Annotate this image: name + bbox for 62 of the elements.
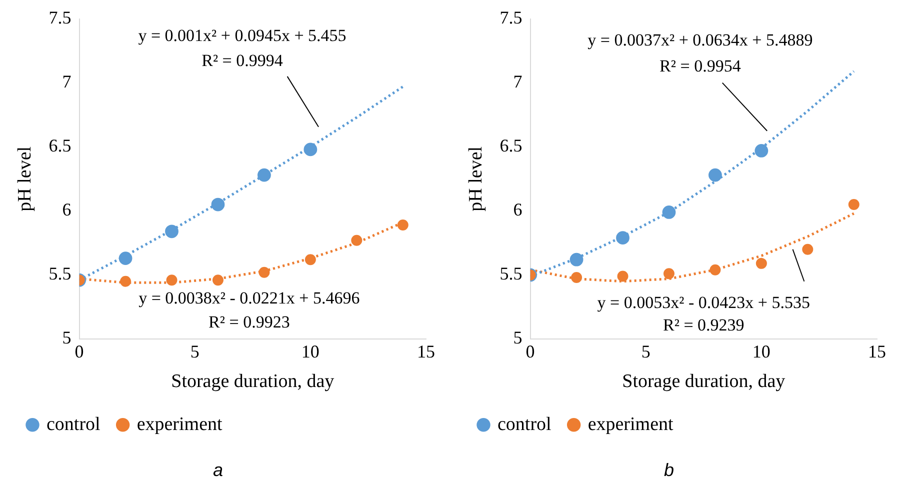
y-tick-label: 6 — [513, 200, 522, 220]
point — [120, 276, 132, 287]
y-axis-title: pH level — [14, 146, 36, 212]
annotation: y = 0.001x² + 0.0945x + 5.455 — [138, 26, 346, 46]
point — [848, 199, 860, 210]
y-tick-label: 7 — [513, 72, 522, 92]
point — [708, 168, 722, 182]
y-tick-label: 7 — [62, 72, 72, 92]
annotation: y = 0.0037x² + 0.0634x + 5.4889 — [588, 30, 813, 50]
x-tick-label: 15 — [868, 342, 886, 362]
point — [662, 206, 676, 219]
text: a — [212, 460, 224, 480]
annotation: R² = 0.9994 — [202, 51, 284, 70]
x-tick-label: 15 — [417, 342, 435, 362]
point — [616, 231, 630, 245]
x-tick-label: 0 — [74, 342, 84, 362]
point — [212, 274, 224, 286]
text: b — [664, 460, 674, 480]
annotation: y = 0.0038x² - 0.0221x + 5.4696 — [138, 288, 360, 308]
point — [710, 264, 721, 276]
point — [802, 244, 814, 255]
point — [304, 254, 316, 266]
x-tick-label: 10 — [752, 342, 770, 362]
point — [258, 266, 270, 278]
y-tick-label: 5.5 — [48, 264, 72, 284]
legend-label: control — [46, 414, 100, 435]
legend-label: experiment — [136, 414, 223, 435]
annotation: R² = 0.9923 — [208, 312, 290, 332]
y-tick-label: 6.5 — [48, 136, 72, 156]
y-tick-label: 5 — [62, 328, 72, 348]
x-tick-label: 10 — [301, 342, 320, 362]
point — [165, 224, 178, 238]
point — [351, 234, 362, 246]
x-axis-title: Storage duration, day — [622, 370, 786, 392]
y-tick-label: 5.5 — [500, 264, 522, 284]
x-tick-label: 5 — [641, 342, 650, 362]
x-tick-label: 0 — [526, 342, 535, 362]
point — [571, 272, 582, 284]
point — [166, 274, 178, 286]
point — [756, 258, 767, 269]
legend-label: experiment — [588, 414, 674, 435]
y-tick-label: 6.5 — [500, 136, 522, 156]
legend-label: control — [498, 414, 552, 435]
annotation: R² = 0.9239 — [663, 316, 744, 335]
point — [118, 252, 132, 266]
y-tick-label: 5 — [513, 328, 522, 348]
y-tick-label: 6 — [62, 200, 72, 220]
point — [663, 268, 674, 280]
point — [570, 252, 584, 266]
point — [258, 168, 271, 182]
x-axis-title: Storage duration, day — [171, 370, 335, 392]
point — [754, 144, 768, 158]
annotation: R² = 0.9954 — [660, 56, 742, 76]
x-tick-label: 5 — [190, 342, 200, 362]
point — [211, 198, 225, 212]
y-tick-label: 7.5 — [48, 8, 72, 28]
annotation: y = 0.0053x² - 0.0423x + 5.535 — [597, 293, 810, 312]
point — [397, 220, 408, 231]
y-tick-label: 7.5 — [500, 8, 522, 28]
point — [304, 142, 318, 156]
point — [617, 270, 628, 282]
y-axis-title: pH level — [465, 146, 486, 212]
